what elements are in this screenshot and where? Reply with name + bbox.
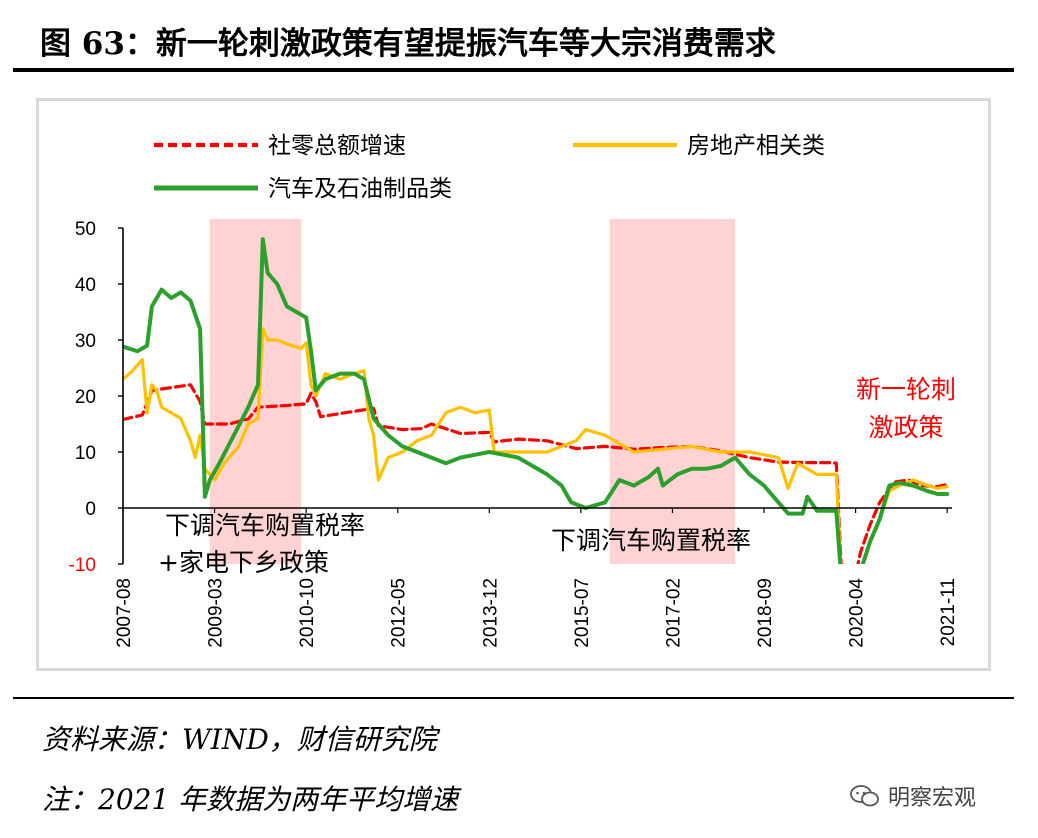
figure-title: 图 63：新一轮刺激政策有望提振汽车等大宗消费需求	[40, 26, 776, 62]
x-tick-label: 2021-11	[938, 578, 959, 646]
annotation-1-line1: 下调汽车购置税率	[165, 511, 365, 540]
x-tick-label: 2015-07	[572, 578, 593, 648]
watermark-text: 明察宏观	[888, 786, 977, 811]
auto-oil-line	[123, 237, 950, 564]
annotation-2: 下调汽车购置税率	[551, 526, 751, 555]
annotation-1-line2: +家电下乡政策	[158, 548, 329, 577]
x-tick-label: 2012-05	[389, 578, 410, 648]
watermark: 明察宏观	[850, 780, 976, 812]
x-tick-label: 2020-04	[847, 578, 868, 648]
annotations: 下调汽车购置税率 +家电下乡政策 下调汽车购置税率 新一轮刺激政策	[158, 375, 956, 577]
y-tick-label: 20	[75, 387, 96, 408]
footer-rule	[13, 697, 1014, 699]
x-tick-label: 2009-03	[206, 578, 227, 648]
x-tick-label: 2018-09	[755, 578, 776, 648]
annotation-3-line1: 新一轮刺	[856, 375, 956, 404]
y-tick-label: 50	[75, 219, 96, 240]
y-tick-label: 0	[85, 499, 96, 520]
chart-frame	[36, 98, 991, 671]
source-note: 资料来源：WIND，财信研究院	[42, 723, 437, 756]
y-tick-label: 40	[75, 275, 96, 296]
wechat-icon	[850, 785, 879, 807]
y-tick-label: 30	[75, 331, 96, 352]
x-tick-label: 2007-08	[114, 578, 135, 648]
legend-label: 汽车及石油制品类	[268, 176, 452, 202]
legend-label: 社零总额增速	[268, 133, 406, 159]
y-tick-label: -10	[69, 555, 96, 576]
y-tick-label: 10	[75, 443, 96, 464]
data-note: 注：2021 年数据为两年平均增速	[42, 783, 459, 816]
x-tick-label: 2010-10	[297, 578, 318, 648]
x-tick-label: 2017-02	[663, 578, 684, 648]
series-layer	[123, 237, 950, 564]
title-rule	[13, 68, 1014, 72]
shaded-band-2	[609, 219, 736, 564]
x-tick-label: 2013-12	[480, 578, 501, 648]
real-estate-line	[123, 327, 949, 564]
series-clip-group	[123, 237, 950, 564]
axes-layer: -10 0 10 20 30 40 50 2007-08 2009-03 2010-10 2012-…	[69, 219, 960, 648]
legend-label: 房地产相关类	[687, 133, 825, 159]
annotation-3-line2: 激政策	[868, 413, 943, 442]
